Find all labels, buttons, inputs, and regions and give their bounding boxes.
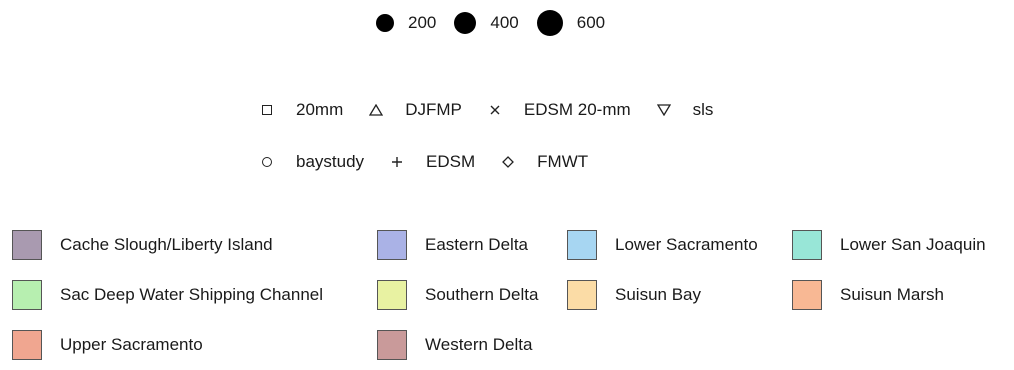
plus-icon [390, 152, 404, 172]
region-legend-item: Lower Sacramento [567, 230, 792, 260]
region-legend-item: Sac Deep Water Shipping Channel [12, 280, 377, 310]
survey-legend-item: baystudy [260, 152, 364, 172]
survey-legend: 20mm DJFMP EDSM 20-mm sls [260, 84, 820, 188]
region-legend-row: Sac Deep Water Shipping Channel Southern… [12, 270, 1012, 320]
region-legend-item: Upper Sacramento [12, 330, 377, 360]
region-legend-item: Southern Delta [377, 280, 567, 310]
survey-legend-row: baystudy EDSM FMWT [260, 136, 820, 188]
survey-legend-label: FMWT [537, 152, 589, 171]
survey-legend-label: EDSM 20-mm [523, 100, 631, 119]
region-legend-item: Suisun Bay [567, 280, 792, 310]
legend-figure: 200 400 600 20mm DJFMP [12, 6, 986, 360]
region-legend-label: Lower San Joaquin [840, 235, 986, 254]
region-swatch [567, 280, 597, 310]
size-dot-icon [376, 14, 394, 32]
survey-legend-item: sls [656, 100, 714, 120]
triangle-down-icon [656, 100, 671, 120]
size-legend-label: 400 [490, 13, 519, 32]
region-legend-item: Cache Slough/Liberty Island [12, 230, 377, 260]
survey-legend-label: 20mm [296, 100, 344, 119]
region-swatch [792, 230, 822, 260]
size-legend-item: 200 [376, 13, 436, 33]
region-legend-label: Upper Sacramento [60, 335, 203, 354]
size-legend-item: 400 [454, 12, 519, 34]
size-legend-label: 600 [576, 13, 606, 32]
region-swatch [567, 230, 597, 260]
region-legend-label: Cache Slough/Liberty Island [60, 235, 273, 254]
triangle-up-icon [369, 100, 384, 120]
region-swatch [377, 230, 407, 260]
size-legend-label: 200 [408, 13, 437, 32]
diamond-icon [501, 152, 515, 172]
region-legend-row: Cache Slough/Liberty Island Eastern Delt… [12, 220, 1012, 270]
region-swatch [792, 280, 822, 310]
region-legend-row: Upper Sacramento Western Delta [12, 320, 1012, 370]
size-dot-icon [454, 12, 477, 34]
survey-legend-row: 20mm DJFMP EDSM 20-mm sls [260, 84, 820, 136]
size-legend: 200 400 600 [376, 6, 623, 40]
region-legend-label: Suisun Bay [615, 285, 701, 304]
survey-legend-label: DJFMP [405, 100, 462, 119]
survey-legend-item: DJFMP [369, 100, 462, 120]
region-legend: Cache Slough/Liberty Island Eastern Delt… [12, 220, 1012, 370]
survey-legend-item: EDSM [390, 152, 475, 172]
region-swatch [12, 330, 42, 360]
region-legend-label: Sac Deep Water Shipping Channel [60, 285, 324, 304]
region-legend-item: Suisun Marsh [792, 280, 1012, 310]
region-legend-label: Southern Delta [425, 285, 539, 304]
survey-legend-item: 20mm [260, 100, 343, 120]
circle-icon [260, 152, 274, 172]
cross-x-icon [488, 100, 502, 120]
region-legend-item: Lower San Joaquin [792, 230, 1012, 260]
survey-legend-label: sls [692, 100, 714, 119]
region-legend-label: Eastern Delta [425, 235, 528, 254]
survey-legend-item: EDSM 20-mm [488, 100, 631, 120]
size-legend-item: 600 [536, 10, 606, 36]
region-swatch [12, 280, 42, 310]
region-swatch [12, 230, 42, 260]
region-legend-label: Suisun Marsh [840, 285, 944, 304]
region-legend-item: Eastern Delta [377, 230, 567, 260]
region-legend-item: Western Delta [377, 330, 567, 360]
square-icon [260, 100, 274, 120]
survey-legend-item: FMWT [501, 152, 588, 172]
region-legend-label: Western Delta [425, 335, 533, 354]
survey-legend-label: EDSM [426, 152, 476, 171]
size-dot-icon [536, 10, 563, 36]
region-swatch [377, 280, 407, 310]
survey-legend-label: baystudy [296, 152, 365, 171]
region-swatch [377, 330, 407, 360]
region-legend-label: Lower Sacramento [615, 235, 758, 254]
